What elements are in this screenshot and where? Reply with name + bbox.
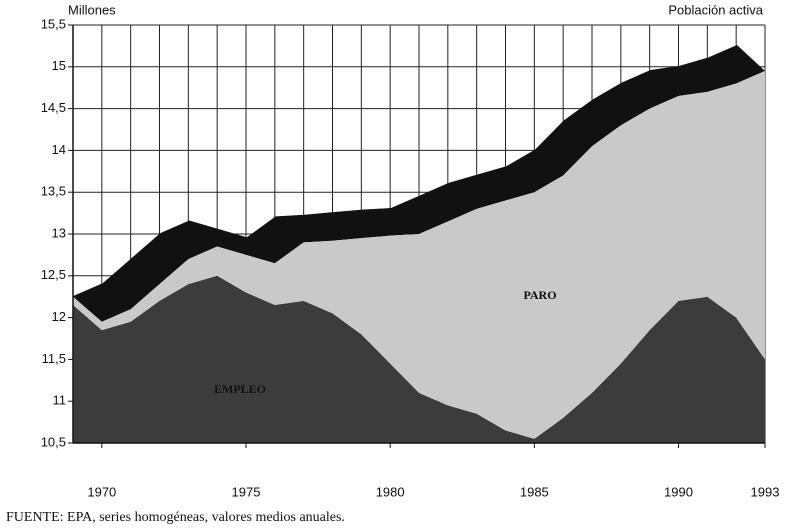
series-label: EMPLEO [214,382,266,396]
area [73,275,765,443]
y-tick-label: 11,5 [42,351,66,366]
source-note: FUENTE: EPA, series homogéneas, valores … [6,510,345,525]
depth-band [73,44,765,322]
y-tick-label: 14 [52,142,66,157]
y-tick-label: 14,5 [41,100,66,115]
depth-group [73,44,765,322]
y-tick-label: 15 [52,58,66,73]
y-tick-label: 12 [52,309,66,324]
y-tick-label: 10,5 [41,434,66,449]
x-tick-label: 1985 [520,484,549,499]
area [73,70,765,439]
x-tick-label: 1980 [376,484,405,499]
y-tick-label: 12,5 [41,267,66,282]
x-tick-label: 1970 [87,484,116,499]
series-label: PARO [523,288,556,302]
y-tick-label: 13,5 [41,184,66,199]
y-tick-label: 11 [53,393,67,408]
annotation: Población activa [668,2,763,17]
x-tick-label: 1993 [751,484,780,499]
x-tick-label: 1975 [232,484,261,499]
x-tick-label: 1990 [664,484,693,499]
y-tick-label: 13 [52,225,66,240]
y-tick-label: 15,5 [41,16,66,31]
y-axis-label: Millones [68,2,116,17]
